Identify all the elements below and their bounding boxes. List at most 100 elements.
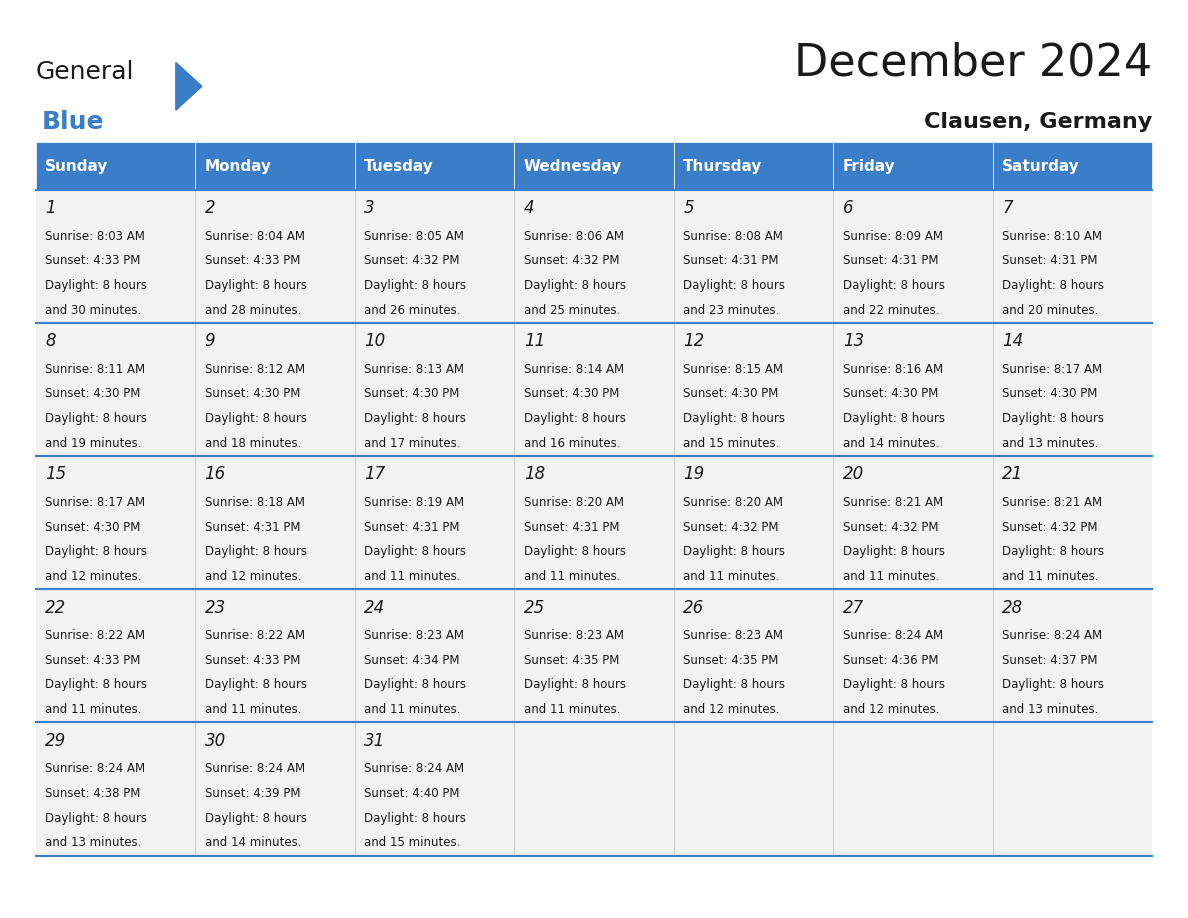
- Text: Daylight: 8 hours: Daylight: 8 hours: [45, 279, 147, 292]
- Text: Saturday: Saturday: [1003, 159, 1080, 174]
- Text: Daylight: 8 hours: Daylight: 8 hours: [683, 412, 785, 425]
- Bar: [674, 190, 833, 323]
- Bar: [36, 589, 195, 722]
- Text: 18: 18: [524, 465, 545, 484]
- Text: Sunset: 4:31 PM: Sunset: 4:31 PM: [524, 521, 619, 533]
- Text: 11: 11: [524, 332, 545, 351]
- Polygon shape: [176, 62, 202, 110]
- Text: and 15 minutes.: and 15 minutes.: [683, 437, 779, 450]
- Text: Sunset: 4:30 PM: Sunset: 4:30 PM: [842, 387, 939, 400]
- Text: 15: 15: [45, 465, 67, 484]
- Bar: [195, 190, 355, 323]
- Text: Sunset: 4:35 PM: Sunset: 4:35 PM: [683, 654, 778, 666]
- Text: Sunrise: 8:23 AM: Sunrise: 8:23 AM: [524, 629, 624, 642]
- Text: Sunrise: 8:24 AM: Sunrise: 8:24 AM: [45, 762, 145, 775]
- Text: Sunrise: 8:21 AM: Sunrise: 8:21 AM: [1003, 496, 1102, 509]
- Text: Sunrise: 8:04 AM: Sunrise: 8:04 AM: [204, 230, 304, 242]
- Text: Sunrise: 8:21 AM: Sunrise: 8:21 AM: [842, 496, 943, 509]
- Bar: [195, 722, 355, 856]
- Text: 17: 17: [365, 465, 385, 484]
- Text: and 11 minutes.: and 11 minutes.: [683, 570, 779, 583]
- Text: Tuesday: Tuesday: [365, 159, 434, 174]
- Text: Daylight: 8 hours: Daylight: 8 hours: [1003, 678, 1105, 691]
- Text: Sunset: 4:32 PM: Sunset: 4:32 PM: [683, 521, 779, 533]
- Bar: [833, 722, 993, 856]
- Text: and 18 minutes.: and 18 minutes.: [204, 437, 301, 450]
- Text: Daylight: 8 hours: Daylight: 8 hours: [365, 545, 466, 558]
- Text: Sunset: 4:35 PM: Sunset: 4:35 PM: [524, 654, 619, 666]
- Text: Daylight: 8 hours: Daylight: 8 hours: [1003, 279, 1105, 292]
- Text: Sunset: 4:31 PM: Sunset: 4:31 PM: [842, 254, 939, 267]
- Text: Sunrise: 8:16 AM: Sunrise: 8:16 AM: [842, 363, 943, 375]
- Text: Sunrise: 8:20 AM: Sunrise: 8:20 AM: [683, 496, 783, 509]
- Text: December 2024: December 2024: [795, 41, 1152, 84]
- Text: Sunset: 4:30 PM: Sunset: 4:30 PM: [45, 387, 140, 400]
- Text: 6: 6: [842, 199, 853, 218]
- Text: Daylight: 8 hours: Daylight: 8 hours: [365, 412, 466, 425]
- Text: Sunrise: 8:18 AM: Sunrise: 8:18 AM: [204, 496, 304, 509]
- Bar: [833, 589, 993, 722]
- Bar: [993, 722, 1152, 856]
- Bar: [993, 142, 1152, 190]
- Text: Daylight: 8 hours: Daylight: 8 hours: [842, 279, 944, 292]
- Bar: [36, 323, 195, 456]
- Text: and 11 minutes.: and 11 minutes.: [524, 570, 620, 583]
- Text: and 16 minutes.: and 16 minutes.: [524, 437, 620, 450]
- Text: and 11 minutes.: and 11 minutes.: [1003, 570, 1099, 583]
- Text: Sunrise: 8:24 AM: Sunrise: 8:24 AM: [842, 629, 943, 642]
- Text: Sunrise: 8:24 AM: Sunrise: 8:24 AM: [204, 762, 305, 775]
- Bar: [514, 323, 674, 456]
- Text: Daylight: 8 hours: Daylight: 8 hours: [204, 279, 307, 292]
- Text: and 12 minutes.: and 12 minutes.: [45, 570, 141, 583]
- Bar: [36, 456, 195, 589]
- Bar: [355, 456, 514, 589]
- Text: Daylight: 8 hours: Daylight: 8 hours: [365, 279, 466, 292]
- Text: and 19 minutes.: and 19 minutes.: [45, 437, 141, 450]
- Text: Sunrise: 8:14 AM: Sunrise: 8:14 AM: [524, 363, 624, 375]
- Text: Sunrise: 8:17 AM: Sunrise: 8:17 AM: [45, 496, 145, 509]
- Bar: [674, 722, 833, 856]
- Text: Sunrise: 8:15 AM: Sunrise: 8:15 AM: [683, 363, 783, 375]
- Text: and 23 minutes.: and 23 minutes.: [683, 304, 779, 317]
- Text: and 17 minutes.: and 17 minutes.: [365, 437, 461, 450]
- Text: Sunrise: 8:12 AM: Sunrise: 8:12 AM: [204, 363, 305, 375]
- Text: Daylight: 8 hours: Daylight: 8 hours: [842, 678, 944, 691]
- Text: Sunset: 4:31 PM: Sunset: 4:31 PM: [204, 521, 301, 533]
- Text: 5: 5: [683, 199, 694, 218]
- Text: and 13 minutes.: and 13 minutes.: [1003, 437, 1099, 450]
- Text: and 30 minutes.: and 30 minutes.: [45, 304, 141, 317]
- Text: Sunrise: 8:24 AM: Sunrise: 8:24 AM: [1003, 629, 1102, 642]
- Text: and 12 minutes.: and 12 minutes.: [683, 703, 779, 716]
- Text: 21: 21: [1003, 465, 1024, 484]
- Text: 7: 7: [1003, 199, 1013, 218]
- Bar: [833, 323, 993, 456]
- Bar: [514, 722, 674, 856]
- Text: Sunset: 4:30 PM: Sunset: 4:30 PM: [45, 521, 140, 533]
- Text: Sunset: 4:33 PM: Sunset: 4:33 PM: [45, 654, 140, 666]
- Bar: [36, 722, 195, 856]
- Text: Sunrise: 8:05 AM: Sunrise: 8:05 AM: [365, 230, 465, 242]
- Text: Thursday: Thursday: [683, 159, 763, 174]
- Text: Sunrise: 8:09 AM: Sunrise: 8:09 AM: [842, 230, 943, 242]
- Bar: [355, 142, 514, 190]
- Text: Sunset: 4:37 PM: Sunset: 4:37 PM: [1003, 654, 1098, 666]
- Text: Daylight: 8 hours: Daylight: 8 hours: [524, 545, 626, 558]
- Text: Sunrise: 8:13 AM: Sunrise: 8:13 AM: [365, 363, 465, 375]
- Text: Sunrise: 8:11 AM: Sunrise: 8:11 AM: [45, 363, 145, 375]
- Text: Daylight: 8 hours: Daylight: 8 hours: [365, 812, 466, 824]
- Text: and 12 minutes.: and 12 minutes.: [204, 570, 302, 583]
- Text: 27: 27: [842, 599, 864, 617]
- Text: and 12 minutes.: and 12 minutes.: [842, 703, 940, 716]
- Text: Blue: Blue: [42, 110, 105, 134]
- Bar: [514, 589, 674, 722]
- Text: 26: 26: [683, 599, 704, 617]
- Text: Daylight: 8 hours: Daylight: 8 hours: [842, 545, 944, 558]
- Text: Sunset: 4:34 PM: Sunset: 4:34 PM: [365, 654, 460, 666]
- Text: Daylight: 8 hours: Daylight: 8 hours: [683, 279, 785, 292]
- Text: Sunrise: 8:22 AM: Sunrise: 8:22 AM: [204, 629, 305, 642]
- Text: Sunset: 4:32 PM: Sunset: 4:32 PM: [842, 521, 939, 533]
- Text: and 22 minutes.: and 22 minutes.: [842, 304, 940, 317]
- Text: Sunset: 4:33 PM: Sunset: 4:33 PM: [45, 254, 140, 267]
- Text: 30: 30: [204, 732, 226, 750]
- Text: 1: 1: [45, 199, 56, 218]
